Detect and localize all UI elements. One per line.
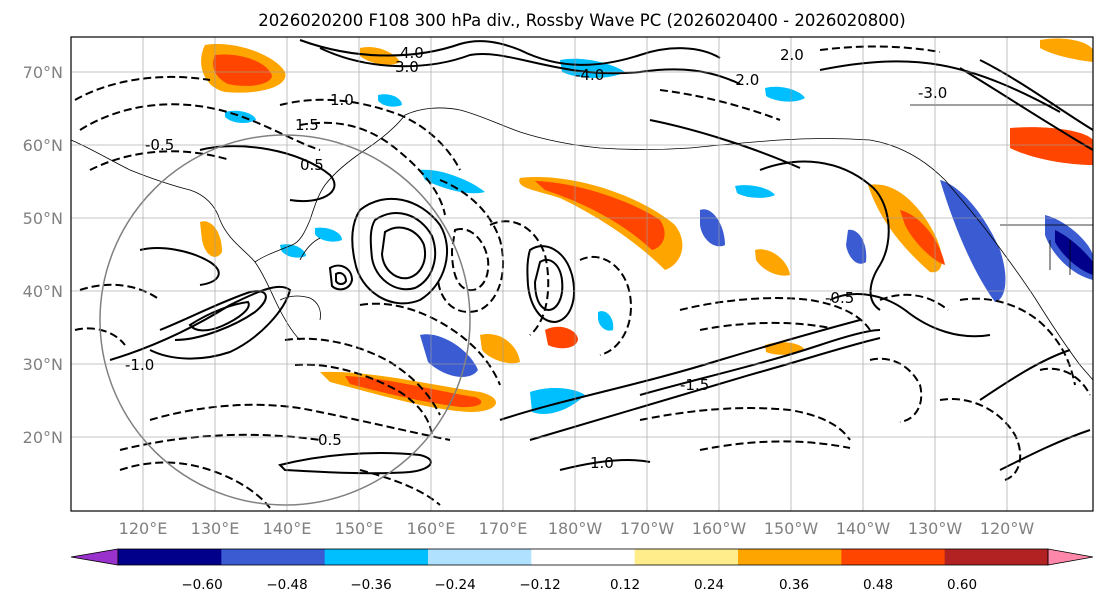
lon-tick: 130°W xyxy=(908,519,963,538)
colorbar-tick: 0.48 xyxy=(863,577,893,593)
shade-positive xyxy=(519,177,683,270)
gridlines xyxy=(71,37,1093,511)
colorbar-ticks: −0.60 −0.48 −0.36 −0.24 −0.12 0.12 0.24 … xyxy=(181,577,977,593)
colorbar-tick: −0.24 xyxy=(434,577,475,593)
shade-negative xyxy=(1055,230,1093,275)
colorbar-swatch xyxy=(841,549,946,565)
lon-tick: 160°E xyxy=(407,519,456,538)
colorbar-swatch xyxy=(118,549,222,565)
lon-tick: 150°E xyxy=(335,519,384,538)
divergence-shading xyxy=(200,38,1093,415)
colorbar-extend-high xyxy=(1047,548,1094,566)
shade-positive xyxy=(868,184,942,273)
contour-label: -1.0 xyxy=(125,356,154,374)
shade-negative xyxy=(765,86,805,102)
colorbar-tick: −0.60 xyxy=(181,577,222,593)
map-frame xyxy=(70,36,1094,512)
colorbar-swatch xyxy=(738,549,842,565)
shade-negative xyxy=(846,229,867,264)
shade-positive xyxy=(765,342,805,355)
shade-negative xyxy=(598,311,614,331)
contour-label: 4.0 xyxy=(400,44,424,62)
shade-positive xyxy=(755,249,790,276)
shade-positive xyxy=(545,326,578,349)
coastlines xyxy=(70,104,1094,381)
contour-label: -2.0 xyxy=(730,71,759,89)
contour-label: 1.0 xyxy=(330,91,354,109)
shade-negative xyxy=(378,94,402,107)
latitude-ticks: 20°N 30°N 40°N 50°N 60°N 70°N xyxy=(23,63,63,447)
lat-tick: 40°N xyxy=(23,282,63,301)
contour-label: 3.0 xyxy=(395,58,419,76)
colorbar-frame xyxy=(117,548,1049,566)
shade-positive xyxy=(480,334,520,364)
colorbar-tick: −0.36 xyxy=(350,577,391,593)
lat-tick: 30°N xyxy=(23,355,63,374)
colorbar-swatch xyxy=(634,549,739,565)
lon-tick: 140°W xyxy=(836,519,891,538)
contour-label: 1.5 xyxy=(295,116,319,134)
colorbar-tick: 0.12 xyxy=(610,577,640,593)
contour-label: -4.0 xyxy=(575,66,604,84)
contour-labels: 4.0 3.0 2.0 1.5 1.0 0.5 -0.5 -1.0 -1.5 -… xyxy=(125,44,947,472)
lon-tick: 170°E xyxy=(479,519,528,538)
colorbar-extend-low xyxy=(70,548,119,566)
map-panel: 4.0 3.0 2.0 1.5 1.0 0.5 -0.5 -1.0 -1.5 -… xyxy=(70,36,1094,512)
colorbar-swatch xyxy=(324,549,429,565)
colorbar-tick: 0.36 xyxy=(779,577,809,593)
lon-tick: 130°E xyxy=(191,519,240,538)
colorbar-swatch xyxy=(221,549,326,565)
contour-label: -3.0 xyxy=(918,84,947,102)
shade-positive xyxy=(535,181,665,250)
shade-negative xyxy=(735,185,775,198)
figure-title: 2026020200 F108 300 hPa div., Rossby Wav… xyxy=(258,11,906,30)
colorbar-tick: 0.24 xyxy=(694,577,724,593)
colorbar-swatch xyxy=(531,549,636,565)
contour-label: 0.5 xyxy=(318,431,342,449)
colorbar-tick: 0.60 xyxy=(947,577,977,593)
lat-tick: 50°N xyxy=(23,209,63,228)
contour-label: 0.5 xyxy=(300,156,324,174)
contour-label: -0.5 xyxy=(145,136,174,154)
contours-positive xyxy=(109,39,1094,475)
shade-positive xyxy=(213,54,272,86)
shade-negative xyxy=(315,227,342,242)
colorbar-tick: −0.12 xyxy=(519,577,560,593)
lon-tick: 150°W xyxy=(764,519,819,538)
colorbar-swatch xyxy=(428,549,532,565)
lon-tick: 160°W xyxy=(692,519,747,538)
map-background xyxy=(71,37,1093,511)
colorbar-tick: −0.48 xyxy=(266,577,307,593)
lon-tick: 120°W xyxy=(980,519,1035,538)
colorbar-swatches xyxy=(70,548,1094,566)
shade-positive xyxy=(200,221,222,257)
lat-tick: 60°N xyxy=(23,136,63,155)
lon-tick: 140°E xyxy=(263,519,312,538)
lon-tick: 180°W xyxy=(548,519,603,538)
contour-label: 1.0 xyxy=(590,454,614,472)
lat-tick: 70°N xyxy=(23,63,63,82)
shade-positive xyxy=(345,376,482,408)
contours-negative xyxy=(74,45,1091,509)
contour-label: -0.5 xyxy=(825,289,854,307)
shade-negative xyxy=(420,169,485,194)
contour-label: 2.0 xyxy=(780,46,804,64)
lon-tick: 170°W xyxy=(620,519,675,538)
longitude-ticks: 120°E 130°E 140°E 150°E 160°E 170°E 180°… xyxy=(119,519,1035,538)
lat-tick: 20°N xyxy=(23,428,63,447)
lon-tick: 120°E xyxy=(119,519,168,538)
colorbar-swatch xyxy=(944,549,1049,565)
great-circle xyxy=(99,134,471,506)
shade-positive xyxy=(1040,38,1093,62)
shade-positive xyxy=(900,210,945,265)
colorbar: −0.60 −0.48 −0.36 −0.24 −0.12 0.12 0.24 … xyxy=(70,548,1094,593)
shade-negative xyxy=(940,180,1006,302)
contour-label: -1.5 xyxy=(680,376,709,394)
